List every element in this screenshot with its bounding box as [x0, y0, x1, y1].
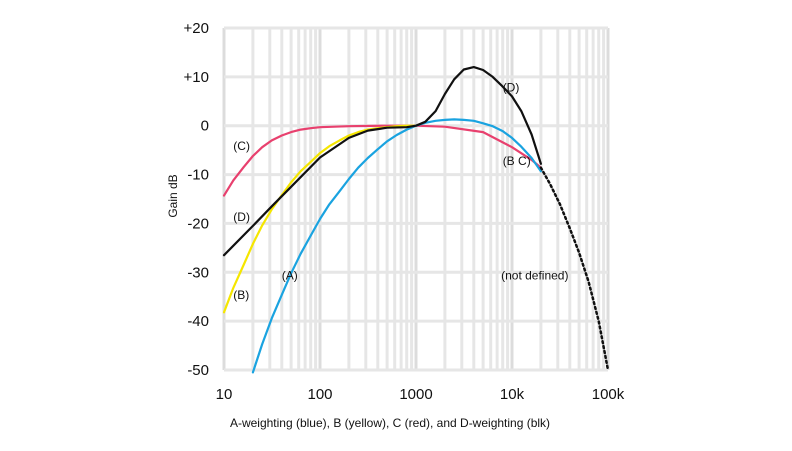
- curve-label: (A): [282, 269, 298, 283]
- x-tick-label: 1000: [399, 386, 432, 403]
- y-tick-label: -50: [187, 362, 209, 379]
- y-tick-label: +10: [184, 69, 209, 86]
- y-tick-label: -10: [187, 167, 209, 184]
- x-tick-label: 10: [216, 386, 233, 403]
- series-line-a: [251, 118, 543, 374]
- x-tick-label: 100: [307, 386, 332, 403]
- curve-label: (C): [233, 139, 250, 153]
- curve-layer: [222, 65, 610, 374]
- label-layer: +20 +10 0 -10 -20 -30 -40 -50 10 100 1000 10k 100k (C…: [184, 20, 625, 403]
- y-tick-label: -20: [187, 215, 209, 232]
- x-tick-label: 10k: [500, 386, 525, 403]
- y-tick-label: -30: [187, 264, 209, 281]
- y-tick-label: -40: [187, 313, 209, 330]
- curve-label: (B): [233, 288, 249, 302]
- y-tick-label: +20: [184, 20, 209, 37]
- curve-label: (D): [503, 81, 520, 95]
- series-line-d: [222, 65, 543, 257]
- y-tick-label: 0: [201, 118, 209, 135]
- x-tick-label: 100k: [592, 386, 625, 403]
- y-axis-title: Gain dB: [166, 174, 180, 217]
- series-line-d-extension: [539, 166, 610, 372]
- curve-label: (B C): [503, 154, 531, 168]
- grid-layer: [222, 26, 610, 372]
- curve-label: (not defined): [501, 269, 568, 283]
- chart-caption: A-weighting (blue), B (yellow), C (red),…: [230, 416, 550, 430]
- curve-label: (D): [233, 210, 250, 224]
- series-line-c: [222, 124, 543, 197]
